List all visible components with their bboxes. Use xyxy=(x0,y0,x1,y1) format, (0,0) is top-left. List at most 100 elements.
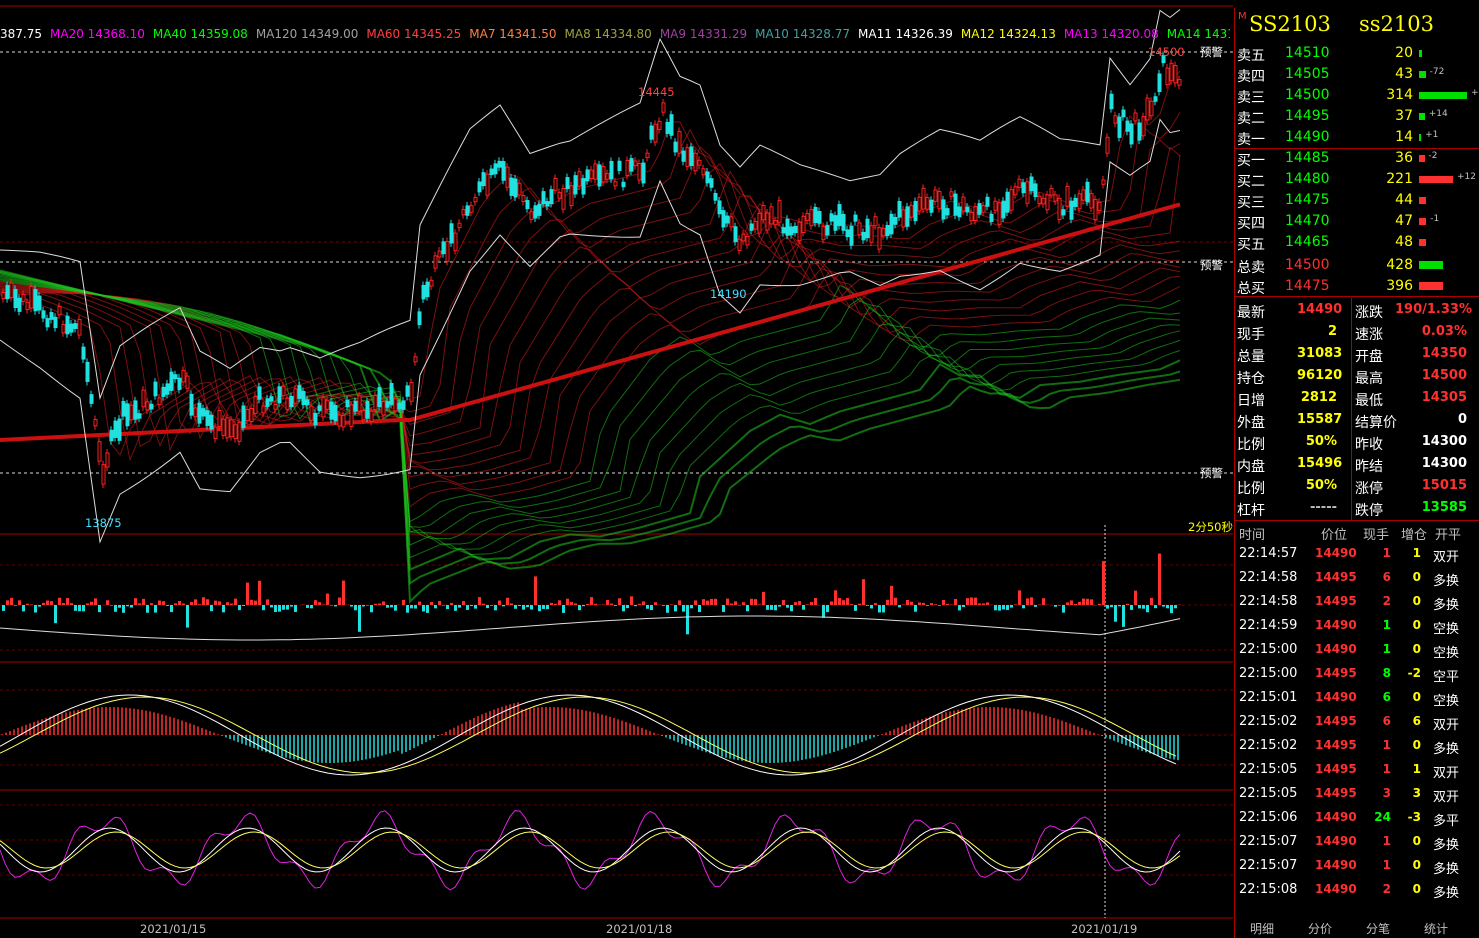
candle-body xyxy=(197,402,202,424)
candle-body xyxy=(233,424,238,440)
volume-bar xyxy=(726,598,729,605)
candle-body xyxy=(529,211,534,220)
kline-chart[interactable] xyxy=(0,0,1233,938)
candle-body xyxy=(361,410,366,421)
candle-body xyxy=(401,400,406,410)
tick-row[interactable]: 22:15:01 14490 6 0 空换 xyxy=(1235,688,1479,709)
volume-bar xyxy=(926,605,929,606)
tick-qty: 1 xyxy=(1382,738,1391,752)
tick-row[interactable]: 22:15:07 14490 1 0 多换 xyxy=(1235,856,1479,877)
bid-level-row[interactable]: 买三 14475 44 xyxy=(1235,190,1479,211)
tab-trades[interactable]: 分笔 xyxy=(1366,922,1391,936)
candle-body xyxy=(485,173,490,196)
stat-value: 2 xyxy=(1327,324,1337,339)
volume-bar xyxy=(22,605,25,612)
alert-line-label-1[interactable]: 预警 xyxy=(1200,45,1223,59)
volume-bar xyxy=(1158,553,1161,605)
stat-label: 开盘 xyxy=(1355,349,1383,365)
tick-row[interactable]: 22:15:02 14495 6 6 双开 xyxy=(1235,712,1479,733)
tick-row[interactable]: 22:14:58 14495 6 0 多换 xyxy=(1235,568,1479,589)
level-price: 14475 xyxy=(1285,192,1330,208)
bid-level-row[interactable]: 买四 14470 47 -1 xyxy=(1235,211,1479,232)
ask-level-row[interactable]: 卖二 14495 37 +14 xyxy=(1235,106,1479,127)
tick-row[interactable]: 22:15:00 14495 8 -2 空平 xyxy=(1235,664,1479,685)
candle-body xyxy=(833,215,838,231)
volume-bar xyxy=(382,601,385,605)
volume-bar xyxy=(290,605,293,607)
volume-bar xyxy=(210,605,213,612)
tick-time: 22:15:02 xyxy=(1239,738,1298,753)
tick-qty: 6 xyxy=(1382,690,1391,704)
volume-bar xyxy=(450,602,453,605)
tick-row[interactable]: 22:15:00 14490 1 0 空换 xyxy=(1235,640,1479,661)
volume-bar xyxy=(234,598,237,605)
stat-label: 现手 xyxy=(1237,327,1265,343)
candle-body xyxy=(33,289,38,312)
volume-bar xyxy=(474,605,477,609)
ask-level-row[interactable]: 卖一 14490 14 +1 xyxy=(1235,127,1479,148)
candle-body xyxy=(113,420,118,438)
candle-body xyxy=(933,189,938,202)
tick-row[interactable]: 22:15:07 14490 1 0 多换 xyxy=(1235,832,1479,853)
tab-price[interactable]: 分价 xyxy=(1308,922,1333,936)
volume-bar xyxy=(502,605,505,607)
candle-body xyxy=(585,169,590,182)
price-high-label: 14445 xyxy=(638,85,675,99)
candle-body xyxy=(237,421,242,442)
ask-level-row[interactable]: 卖三 14500 314 +12 xyxy=(1235,85,1479,106)
tab-detail[interactable]: 明细 xyxy=(1250,922,1275,936)
bid-level-row[interactable]: 买二 14480 221 +12 xyxy=(1235,169,1479,190)
tick-row[interactable]: 22:14:59 14490 1 0 空换 xyxy=(1235,616,1479,637)
volume-bar xyxy=(774,605,777,611)
stat-value: 31083 xyxy=(1297,346,1343,361)
tick-row[interactable]: 22:14:58 14495 2 0 多换 xyxy=(1235,592,1479,613)
candle-body xyxy=(461,209,466,216)
bid-level-row[interactable]: 买一 14485 36 -2 xyxy=(1235,148,1479,169)
tab-stats[interactable]: 统计 xyxy=(1424,922,1449,936)
tick-row[interactable]: 22:15:02 14495 1 0 多换 xyxy=(1235,736,1479,757)
ask-level-row[interactable]: 卖四 14505 43 -72 xyxy=(1235,64,1479,85)
tick-row[interactable]: 22:14:57 14490 1 1 双开 xyxy=(1235,544,1479,565)
ma-line xyxy=(0,233,1181,478)
candle-body xyxy=(777,200,782,223)
tick-qty: 1 xyxy=(1382,642,1391,656)
candle-body xyxy=(1113,115,1118,124)
candle-body xyxy=(1049,188,1054,196)
volume-bar xyxy=(1018,590,1021,605)
level-price: 14480 xyxy=(1285,171,1330,187)
chart-area[interactable]: 387.75 MA20 14368.10 MA40 14359.08 MA120 14… xyxy=(0,0,1233,938)
stat-value: 14305 xyxy=(1421,390,1467,405)
tick-row[interactable]: 22:15:05 14495 3 3 双开 xyxy=(1235,784,1479,805)
level-label: 买五 xyxy=(1237,237,1265,253)
volume-bar xyxy=(342,580,345,605)
candle-body xyxy=(725,215,730,224)
stat-value: 14500 xyxy=(1421,368,1467,383)
candle-body xyxy=(493,163,498,175)
alert-line-label-3[interactable]: 预警 xyxy=(1200,466,1223,480)
volume-bar xyxy=(858,603,861,605)
tick-row[interactable]: 22:15:08 14490 2 0 多换 xyxy=(1235,880,1479,901)
tick-price: 14490 xyxy=(1315,882,1357,896)
volume-bar xyxy=(66,597,69,605)
tick-qty: 24 xyxy=(1374,810,1391,824)
candle-body xyxy=(929,199,934,213)
volume-bar xyxy=(438,600,441,605)
candle-body xyxy=(957,206,962,218)
tick-row[interactable]: 22:15:05 14495 1 1 双开 xyxy=(1235,760,1479,781)
bid-level-row[interactable]: 买五 14465 48 xyxy=(1235,232,1479,253)
candle-body xyxy=(153,381,158,397)
candle-body xyxy=(365,401,370,419)
volume-bar xyxy=(1014,604,1017,605)
candle-body xyxy=(333,404,338,422)
candle-body xyxy=(1041,197,1046,205)
level-price: 14470 xyxy=(1285,213,1330,229)
candle-body xyxy=(421,284,426,300)
candle-body xyxy=(305,399,310,406)
ask-level-row[interactable]: 卖五 14510 20 xyxy=(1235,43,1479,64)
tick-row[interactable]: 22:15:06 14490 24 -3 多平 xyxy=(1235,808,1479,829)
candle-body xyxy=(317,405,322,411)
candle-body xyxy=(1017,178,1022,188)
level-label: 买三 xyxy=(1237,195,1265,211)
volume-bar xyxy=(646,605,649,609)
alert-line-label-2[interactable]: 预警 xyxy=(1200,258,1223,272)
